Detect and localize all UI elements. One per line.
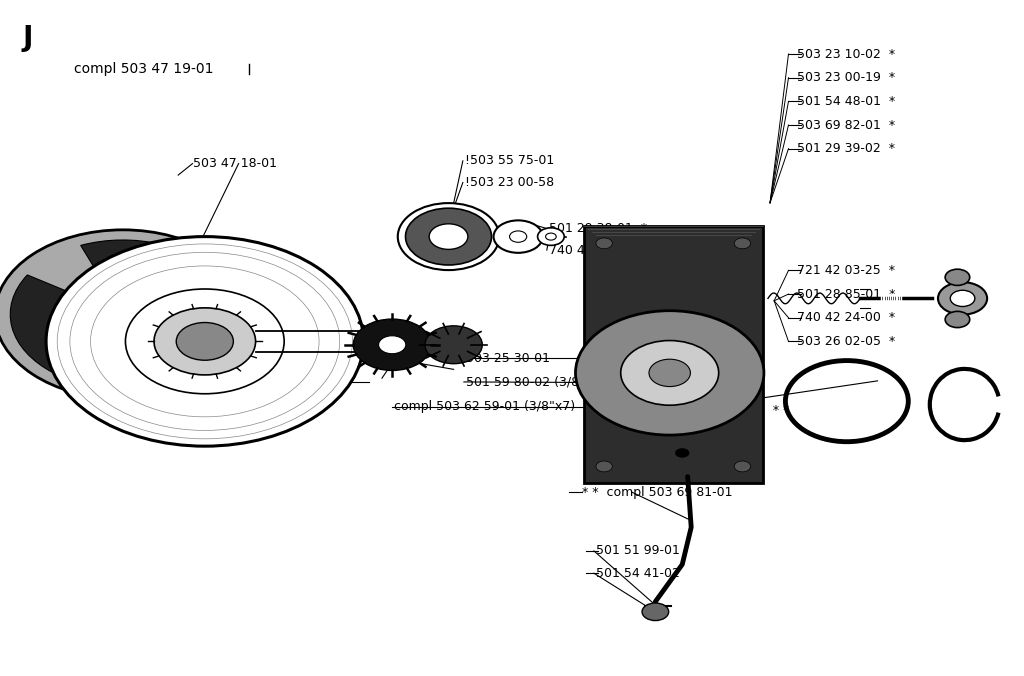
Circle shape	[0, 230, 251, 399]
Text: compl 503 47 19-01: compl 503 47 19-01	[74, 62, 213, 76]
Text: 503 23 10-02  *: 503 23 10-02 *	[797, 47, 895, 61]
Circle shape	[494, 220, 543, 253]
Circle shape	[945, 269, 970, 285]
Wedge shape	[10, 275, 81, 373]
Circle shape	[97, 297, 169, 345]
Text: 501 29 38-01  *: 501 29 38-01 *	[549, 222, 647, 235]
Circle shape	[734, 238, 751, 249]
Text: 501 54 48-01  *: 501 54 48-01 *	[797, 95, 895, 108]
Circle shape	[46, 237, 364, 446]
Circle shape	[938, 282, 987, 314]
Circle shape	[538, 228, 564, 245]
Circle shape	[575, 311, 764, 435]
Circle shape	[176, 322, 233, 360]
Circle shape	[945, 312, 970, 328]
Circle shape	[510, 231, 526, 242]
Circle shape	[154, 308, 256, 375]
Circle shape	[125, 289, 284, 393]
Circle shape	[642, 603, 669, 621]
Text: 740 42 01-00  *: 740 42 01-00 *	[549, 243, 647, 257]
Text: 503 26 02-05  *: 503 26 02-05 *	[797, 335, 895, 348]
Circle shape	[353, 319, 431, 370]
Circle shape	[596, 238, 612, 249]
Circle shape	[546, 233, 556, 240]
Text: 725 52 95 -56: 725 52 95 -56	[344, 331, 432, 345]
Text: !503 23 00-58: !503 23 00-58	[465, 176, 554, 189]
Wedge shape	[81, 240, 222, 293]
Text: 503 47 18-01: 503 47 18-01	[193, 157, 276, 170]
Circle shape	[425, 326, 482, 364]
Text: 501 59 80-02 (3/8"x7): 501 59 80-02 (3/8"x7)	[466, 375, 605, 389]
Wedge shape	[119, 320, 234, 389]
Circle shape	[649, 359, 690, 387]
Text: 721 42 03-25  *: 721 42 03-25 *	[797, 264, 895, 277]
Text: 503 25 30-01: 503 25 30-01	[466, 352, 550, 365]
Circle shape	[596, 461, 612, 472]
Text: !503 55 75-01: !503 55 75-01	[465, 154, 554, 168]
Text: compl 503 62 59-01 (3/8"x7): compl 503 62 59-01 (3/8"x7)	[394, 400, 575, 414]
Text: 740 42 24-00  *: 740 42 24-00 *	[797, 311, 895, 324]
Circle shape	[379, 336, 406, 354]
Text: 501 28 85-01  *: 501 28 85-01 *	[797, 287, 895, 301]
Text: * *  compl 503 69 81-01: * * compl 503 69 81-01	[582, 485, 732, 499]
FancyBboxPatch shape	[584, 226, 763, 483]
Text: 501 28 41-01  * *: 501 28 41-01 * *	[681, 404, 790, 417]
Circle shape	[397, 203, 500, 270]
Text: J: J	[23, 24, 33, 51]
Circle shape	[406, 208, 492, 265]
Circle shape	[675, 448, 689, 458]
Text: 501 51 99-01: 501 51 99-01	[596, 544, 680, 558]
Circle shape	[950, 290, 975, 306]
Circle shape	[734, 461, 751, 472]
Text: 503 23 00-19  *: 503 23 00-19 *	[797, 71, 895, 84]
Text: 501 54 41-02: 501 54 41-02	[596, 566, 680, 580]
Circle shape	[429, 224, 468, 249]
Circle shape	[621, 341, 719, 405]
Text: 501 29 39-02  *: 501 29 39-02 *	[797, 142, 895, 155]
Text: 503 69 82-01  *: 503 69 82-01 *	[797, 118, 895, 132]
Circle shape	[115, 310, 152, 333]
